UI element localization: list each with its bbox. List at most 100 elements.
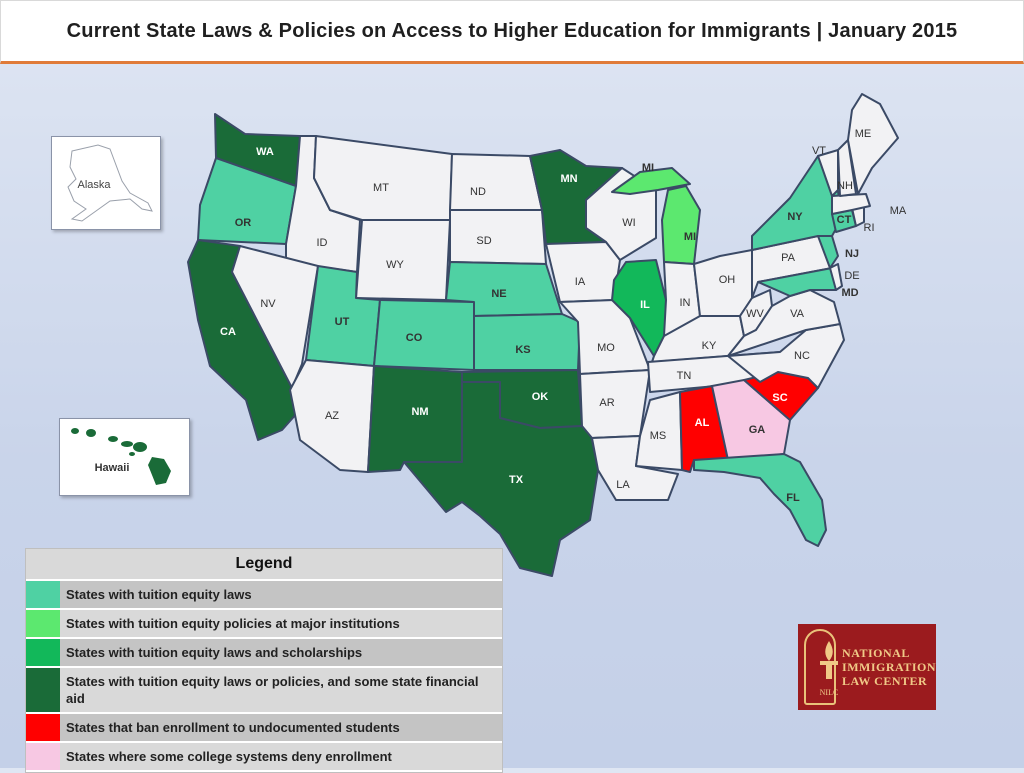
legend-swatch — [26, 639, 60, 666]
state-label-mi-up: MI — [642, 162, 654, 174]
state-mi-up — [611, 167, 691, 195]
state-label-nj: NJ — [845, 248, 859, 260]
state-label-wy: WY — [386, 259, 404, 271]
logo-line-3: Law Center — [842, 674, 928, 688]
nilc-logo: NILC National Immigration Law Center — [798, 624, 936, 710]
state-or — [197, 157, 297, 245]
state-label-wa: WA — [256, 146, 274, 158]
logo-line-2: Immigration — [842, 660, 936, 674]
hawaii-islands — [71, 428, 171, 485]
states-layer — [187, 93, 899, 577]
state-label-pa: PA — [781, 252, 796, 264]
legend-item: States with tuition equity policies at m… — [26, 610, 502, 639]
state-label-wi: WI — [622, 217, 635, 229]
state-nc — [727, 323, 845, 389]
state-label-vt: VT — [812, 145, 826, 157]
page-title: Current State Laws & Policies on Access … — [66, 19, 958, 42]
hawaii-label: Hawaii — [95, 462, 130, 474]
legend-item-label: States with tuition equity laws or polic… — [60, 668, 502, 712]
title-bar: Current State Laws & Policies on Access … — [0, 0, 1024, 64]
state-label-me: ME — [855, 128, 872, 140]
legend-swatch — [26, 581, 60, 608]
state-label-ms: MS — [650, 430, 667, 442]
state-ia — [545, 241, 621, 303]
state-vt — [817, 149, 839, 197]
state-label-ga: GA — [749, 424, 766, 436]
state-mt — [313, 135, 453, 221]
state-nh — [837, 139, 857, 197]
state-label-co: CO — [406, 332, 423, 344]
state-label-ky: KY — [702, 340, 717, 352]
state-label-nd: ND — [470, 186, 486, 198]
alaska-label: Alaska — [77, 179, 111, 191]
state-label-id: ID — [317, 237, 328, 249]
state-nd — [449, 153, 543, 211]
state-ma — [831, 193, 871, 215]
state-label-al: AL — [695, 417, 710, 429]
state-label-tn: TN — [677, 370, 692, 382]
legend-item: States that ban enrollment to undocument… — [26, 714, 502, 743]
state-label-ny: NY — [787, 211, 803, 223]
legend-item-label: States where some college systems deny e… — [60, 743, 502, 770]
state-ar — [579, 369, 651, 439]
state-label-oh: OH — [719, 274, 736, 286]
state-label-nc: NC — [794, 350, 810, 362]
state-label-il: IL — [640, 299, 650, 311]
state-label-sd: SD — [476, 235, 491, 247]
state-me — [847, 93, 899, 195]
state-label-wv: WV — [746, 308, 764, 320]
state-ks — [473, 313, 581, 371]
legend-item: States with tuition equity laws or polic… — [26, 668, 502, 714]
state-label-ri: RI — [864, 222, 875, 234]
state-de — [829, 263, 843, 291]
state-co — [373, 299, 475, 371]
legend-swatch — [26, 668, 60, 712]
state-mi — [661, 185, 701, 265]
hawaii-inset: Hawaii — [59, 418, 190, 496]
logo-line-1: National — [842, 646, 910, 660]
state-va — [727, 289, 841, 357]
legend-item-label: States that ban enrollment to undocument… — [60, 714, 502, 741]
state-labels-layer: WA OR CA ID NV MT WY UT AZ CO NM ND SD NE KS OK TX MN IA MO… — [220, 128, 907, 504]
state-tx — [403, 381, 599, 577]
legend-swatch — [26, 743, 60, 770]
state-nj — [817, 235, 839, 269]
legend-item-label: States with tuition equity laws — [60, 581, 502, 608]
state-nm — [367, 365, 463, 473]
hawaii-shape: Hawaii — [71, 428, 171, 485]
state-label-or: OR — [235, 217, 252, 229]
state-label-ar: AR — [599, 397, 614, 409]
state-label-mn: MN — [560, 173, 577, 185]
state-md — [757, 267, 837, 297]
legend-swatch — [26, 714, 60, 741]
legend-item: States with tuition equity laws and scho… — [26, 639, 502, 668]
state-fl — [693, 453, 827, 547]
logo-mark-text: NILC — [820, 688, 839, 697]
flame-icon: NILC — [804, 629, 839, 705]
state-label-ne: NE — [491, 288, 506, 300]
state-label-ca: CA — [220, 326, 236, 338]
state-label-mt: MT — [373, 182, 389, 194]
state-label-nv: NV — [260, 298, 276, 310]
legend-heading: Legend — [26, 549, 502, 581]
state-label-tx: TX — [509, 474, 524, 486]
state-label-in: IN — [680, 297, 691, 309]
state-label-mo: MO — [597, 342, 615, 354]
state-label-va: VA — [790, 308, 805, 320]
alaska-shape: Alaska — [67, 144, 153, 222]
legend-item: States with tuition equity laws — [26, 581, 502, 610]
state-label-ut: UT — [335, 316, 350, 328]
state-label-sc: SC — [772, 392, 787, 404]
legend-swatch — [26, 610, 60, 637]
state-label-ma: MA — [890, 205, 907, 217]
state-label-az: AZ — [325, 410, 339, 422]
state-sd — [449, 209, 547, 265]
state-label-ok: OK — [532, 391, 549, 403]
state-label-la: LA — [616, 479, 630, 491]
legend: Legend States with tuition equity laws St… — [25, 548, 503, 773]
legend-item-label: States with tuition equity laws and scho… — [60, 639, 502, 666]
state-ga — [711, 379, 791, 461]
logo-text: National Immigration Law Center — [842, 646, 936, 688]
state-label-mi: MI — [684, 231, 696, 243]
